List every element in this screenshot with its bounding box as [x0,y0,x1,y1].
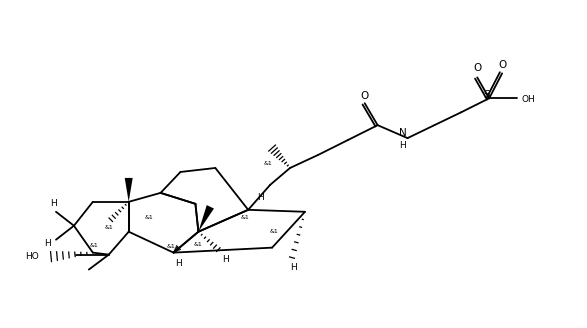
Text: O: O [473,63,481,73]
Text: &1: &1 [166,244,175,249]
Text: &1: &1 [264,160,272,166]
Text: O: O [498,60,506,71]
Text: H: H [399,141,406,150]
Text: H: H [222,255,229,264]
Text: &1: &1 [269,229,278,234]
Text: H: H [50,199,56,208]
Text: &1: &1 [89,243,98,248]
Text: H: H [175,259,182,268]
Text: H: H [43,239,50,248]
Text: H: H [257,194,264,202]
Text: &1: &1 [144,215,153,220]
Text: &1: &1 [241,215,249,220]
Text: &1: &1 [194,242,203,247]
Text: S: S [484,90,491,100]
Polygon shape [124,178,133,202]
Text: H: H [289,263,296,272]
Text: O: O [360,91,369,101]
Text: N: N [399,128,406,138]
Polygon shape [198,205,214,232]
Text: &1: &1 [104,225,113,230]
Text: HO: HO [25,252,39,261]
Text: OH: OH [521,95,535,104]
